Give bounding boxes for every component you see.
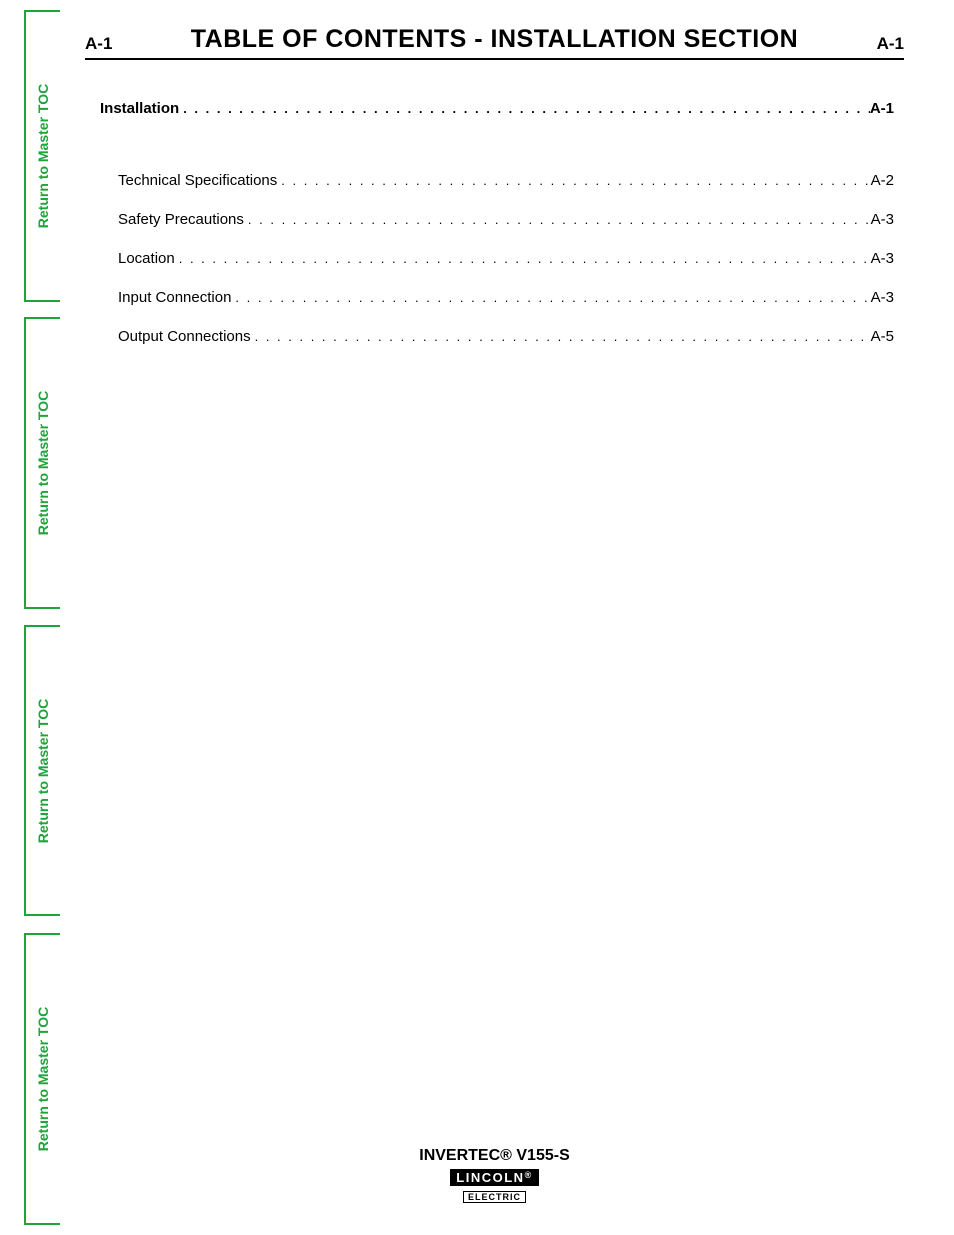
toc-heading-row[interactable]: Installation . . . . . . . . . . . . . .… <box>100 100 894 117</box>
toc-item-label: Safety Precautions <box>118 211 244 228</box>
toc-item-label: Technical Specifications <box>118 172 277 189</box>
lincoln-logo: LINCOLN® ELECTRIC <box>450 1169 538 1205</box>
rail-segment-2[interactable]: Return to Master TOC <box>24 317 60 609</box>
toc-item-row[interactable]: Output Connections . . . . . . . . . . .… <box>100 328 894 345</box>
logo-registered: ® <box>525 1170 533 1180</box>
rail-label: Return to Master TOC <box>35 76 51 236</box>
page-header: A-1 TABLE OF CONTENTS - INSTALLATION SEC… <box>85 20 904 60</box>
page-title: TABLE OF CONTENTS - INSTALLATION SECTION <box>191 25 798 54</box>
toc-item-row[interactable]: Safety Precautions . . . . . . . . . . .… <box>100 211 894 228</box>
toc-leader: . . . . . . . . . . . . . . . . . . . . … <box>175 251 871 266</box>
toc-item-page: A-3 <box>871 250 894 267</box>
toc-item-label: Output Connections <box>118 328 251 345</box>
header-right-marker: A-1 <box>877 34 904 54</box>
toc-item-label: Input Connection <box>118 289 231 306</box>
header-left-marker: A-1 <box>85 34 112 54</box>
rail-segment-4[interactable]: Return to Master TOC <box>24 933 60 1225</box>
rail-label: Return to Master TOC <box>35 690 51 850</box>
page-footer: INVERTEC® V155-S LINCOLN® ELECTRIC <box>85 1147 904 1205</box>
toc-item-page: A-2 <box>871 172 894 189</box>
toc-leader: . . . . . . . . . . . . . . . . . . . . … <box>179 101 870 116</box>
logo-bottom-text: ELECTRIC <box>463 1191 526 1203</box>
logo-top-text: LINCOLN® <box>450 1169 538 1186</box>
side-rail: Return to Master TOC Return to Master TO… <box>24 10 60 1225</box>
toc-item-page: A-3 <box>871 289 894 306</box>
toc-heading-label: Installation <box>100 100 179 117</box>
toc-heading-page: A-1 <box>870 100 894 117</box>
toc-item-row[interactable]: Input Connection . . . . . . . . . . . .… <box>100 289 894 306</box>
toc-item-row[interactable]: Location . . . . . . . . . . . . . . . .… <box>100 250 894 267</box>
toc-item-row[interactable]: Technical Specifications . . . . . . . .… <box>100 172 894 189</box>
rail-segment-1[interactable]: Return to Master TOC <box>24 10 60 302</box>
rail-label: Return to Master TOC <box>35 999 51 1159</box>
toc-item-page: A-5 <box>871 328 894 345</box>
table-of-contents: Installation . . . . . . . . . . . . . .… <box>100 100 894 367</box>
rail-label: Return to Master TOC <box>35 383 51 543</box>
toc-leader: . . . . . . . . . . . . . . . . . . . . … <box>277 173 870 188</box>
logo-brand: LINCOLN <box>456 1170 524 1185</box>
toc-leader: . . . . . . . . . . . . . . . . . . . . … <box>231 290 870 305</box>
toc-leader: . . . . . . . . . . . . . . . . . . . . … <box>251 329 871 344</box>
toc-item-label: Location <box>118 250 175 267</box>
footer-model: INVERTEC® V155-S <box>85 1147 904 1165</box>
toc-item-page: A-3 <box>871 211 894 228</box>
rail-segment-3[interactable]: Return to Master TOC <box>24 625 60 917</box>
toc-leader: . . . . . . . . . . . . . . . . . . . . … <box>244 212 871 227</box>
